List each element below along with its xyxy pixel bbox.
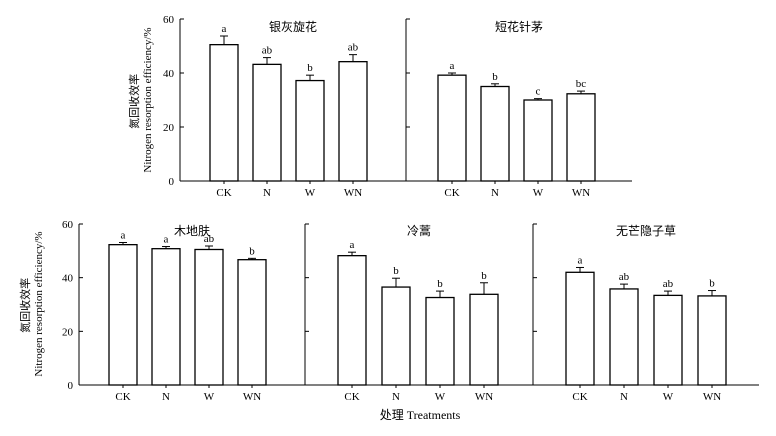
x-tick-label: W xyxy=(204,391,215,403)
chart-panel-1: 0 20 40 60 银灰旋花 a CK ab Nb Wab WN xyxy=(163,14,406,199)
significance-label: ab xyxy=(619,271,630,283)
x-tick-label: WN xyxy=(572,187,590,199)
x-tick-label: N xyxy=(162,391,170,403)
bar-n xyxy=(151,248,181,386)
significance-label: b xyxy=(437,278,443,290)
significance-label: a xyxy=(222,23,227,35)
bar-ck xyxy=(337,255,367,386)
panel-title: 银灰旋花 xyxy=(269,19,317,34)
bar-ck xyxy=(108,244,138,386)
x-tick-label: N xyxy=(491,187,499,199)
significance-label: b xyxy=(709,278,715,290)
bar-w xyxy=(523,99,553,182)
significance-label: a xyxy=(450,60,455,72)
bar-w xyxy=(425,296,455,386)
significance-label: b xyxy=(481,270,487,282)
bar-w xyxy=(295,79,325,182)
x-tick-label: WN xyxy=(344,187,362,199)
bar-ck xyxy=(565,271,595,386)
x-tick-label: CK xyxy=(572,391,587,403)
panel-title: 无芒隐子草 xyxy=(616,223,676,238)
bar-wn xyxy=(697,295,727,386)
bar-n xyxy=(381,286,411,386)
bar-wn xyxy=(237,259,267,386)
y-axis-label-top: 氮回收效率 Nitrogen resorption efficiency/% xyxy=(127,27,154,172)
bar-wn xyxy=(566,93,596,182)
x-tick-label: N xyxy=(620,391,628,403)
y-axis-label-bottom-en: Nitrogen resorption efficiency/% xyxy=(33,231,45,376)
significance-label: b xyxy=(393,265,399,277)
y-tick-label: 60 xyxy=(62,219,74,231)
significance-label: b xyxy=(307,62,313,74)
x-tick-label: WN xyxy=(243,391,261,403)
significance-label: ab xyxy=(204,233,215,245)
significance-label: ab xyxy=(262,45,273,57)
significance-label: a xyxy=(350,239,355,251)
y-tick-label: 0 xyxy=(169,176,175,188)
x-tick-label: N xyxy=(392,391,400,403)
panel-title: 木地肤 xyxy=(174,223,210,238)
x-tick-label: W xyxy=(663,391,674,403)
y-tick-label: 60 xyxy=(163,14,175,26)
x-tick-label: W xyxy=(533,187,544,199)
bar-ck xyxy=(209,44,239,182)
bar-n xyxy=(480,85,510,182)
significance-label: a xyxy=(578,254,583,266)
significance-label: a xyxy=(164,234,169,246)
bar-ck xyxy=(437,74,467,182)
x-tick-label: CK xyxy=(115,391,130,403)
significance-label: c xyxy=(536,86,541,98)
y-axis-label-bottom-cn: 氮回收效率 xyxy=(18,278,32,333)
panel-title: 短花针茅 xyxy=(495,19,543,34)
x-tick-label: W xyxy=(435,391,446,403)
bar-w xyxy=(653,294,683,386)
y-tick-label: 0 xyxy=(68,380,74,392)
y-tick-label: 20 xyxy=(163,122,175,134)
significance-label: b xyxy=(249,245,255,257)
significance-label: bc xyxy=(576,78,587,90)
x-tick-label: N xyxy=(263,187,271,199)
bar-w xyxy=(194,248,224,386)
significance-label: b xyxy=(492,71,498,83)
y-axis-label-bottom: 氮回收效率 Nitrogen resorption efficiency/% xyxy=(18,231,45,376)
chart-panel-5: 无芒隐子草 a CK ab Nab Wb WN xyxy=(532,223,759,403)
significance-label: ab xyxy=(663,278,674,290)
panel-title: 冷蒿 xyxy=(407,224,431,238)
x-axis-label: 处理 Treatments xyxy=(380,408,461,422)
x-tick-label: WN xyxy=(703,391,721,403)
y-tick-label: 40 xyxy=(163,68,175,80)
x-tick-label: CK xyxy=(344,391,359,403)
bar-n xyxy=(609,288,639,386)
chart-panel-2: 短花针茅 a CK b Nc Wbc WN xyxy=(405,18,632,199)
y-tick-label: 20 xyxy=(62,326,74,338)
chart-panel-4: 冷蒿 a CK b Nb Wb WN xyxy=(304,223,533,403)
y-tick-label: 40 xyxy=(62,273,74,285)
bar-wn xyxy=(469,293,499,386)
x-tick-label: CK xyxy=(216,187,231,199)
y-axis-label-top-cn: 氮回收效率 xyxy=(127,74,141,129)
chart-panel-3: 0 20 40 60 木地肤 a CK a Nab Wb WN xyxy=(62,219,305,403)
x-tick-label: WN xyxy=(475,391,493,403)
x-tick-label: CK xyxy=(444,187,459,199)
bar-wn xyxy=(338,61,368,182)
bar-n xyxy=(252,63,282,182)
y-axis-label-top-en: Nitrogen resorption efficiency/% xyxy=(142,27,154,172)
significance-label: a xyxy=(121,230,126,242)
x-tick-label: W xyxy=(305,187,316,199)
significance-label: ab xyxy=(348,42,359,54)
